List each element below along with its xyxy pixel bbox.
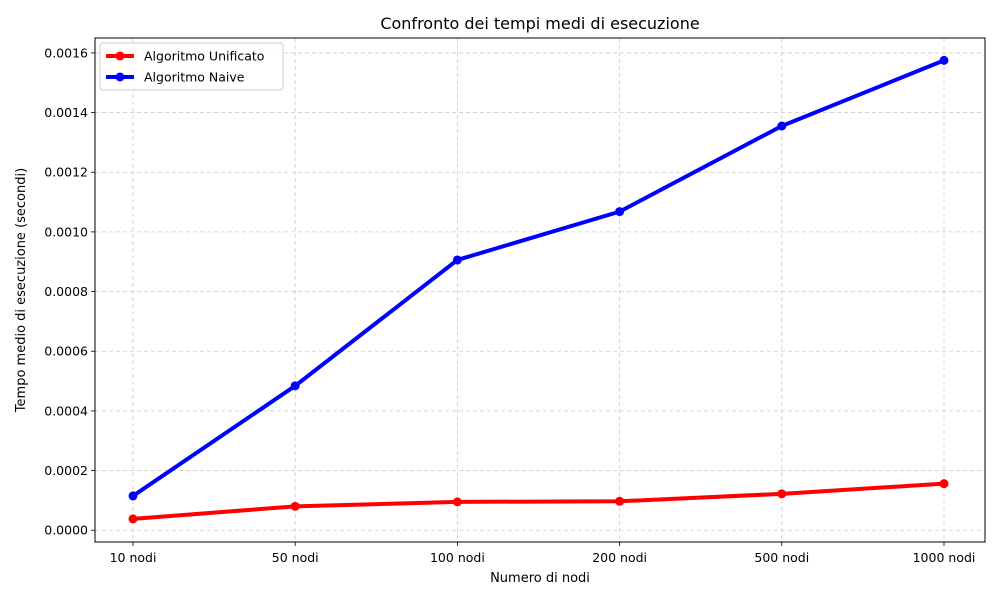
chart-title: Confronto dei tempi medi di esecuzione <box>380 14 699 33</box>
y-axis-ticks: 0.0000 0.0002 0.0004 0.0006 0.0008 0.0010 0.00… <box>44 45 95 538</box>
legend: Algoritmo Unificato Algoritmo Naive <box>99 42 284 91</box>
data-point <box>290 381 300 391</box>
x-tick-label: 10 nodi <box>110 550 157 565</box>
data-point <box>777 489 787 499</box>
series-line-2 <box>131 58 946 498</box>
y-tick-label: 0.0006 <box>44 344 88 359</box>
y-tick-label: 0.0010 <box>44 224 88 239</box>
y-tick-label: 0.0012 <box>44 165 88 180</box>
y-tick-label: 0.0014 <box>44 105 88 120</box>
plot-frame <box>94 37 986 543</box>
y-axis-label: Tempo medio di esecuzione (secondi) <box>14 168 29 413</box>
legend-label-1: Algoritmo Unificato <box>144 49 264 64</box>
legend-box <box>99 42 284 91</box>
data-point <box>777 121 787 131</box>
x-tick-label: 200 nodi <box>592 550 647 565</box>
series-lines <box>128 55 949 524</box>
y-tick-label: 0.0002 <box>44 463 88 478</box>
legend-marker-2 <box>115 72 125 82</box>
data-point <box>290 501 300 511</box>
x-axis-ticks: 10 nodi 50 nodi 100 nodi 200 nodi 500 nodi 10… <box>110 542 976 565</box>
data-point <box>128 491 138 501</box>
y-tick-label: 0.0008 <box>44 284 88 299</box>
legend-label-2: Algoritmo Naive <box>144 70 245 85</box>
series-line-1 <box>131 481 946 521</box>
x-tick-label: 1000 nodi <box>913 550 976 565</box>
y-tick-label: 0.0000 <box>44 523 88 538</box>
data-point <box>452 255 462 265</box>
data-point <box>615 207 625 217</box>
y-tick-label: 0.0004 <box>44 403 88 418</box>
x-tick-label: 50 nodi <box>272 550 319 565</box>
data-point <box>939 479 949 489</box>
x-axis-label: Numero di nodi <box>490 571 590 586</box>
data-point <box>939 55 949 65</box>
x-tick-label: 100 nodi <box>430 550 485 565</box>
data-point <box>615 496 625 506</box>
data-point <box>452 497 462 507</box>
grid <box>95 38 985 542</box>
x-tick-label: 500 nodi <box>754 550 809 565</box>
y-tick-label: 0.0016 <box>44 45 88 60</box>
data-point <box>128 514 138 524</box>
legend-marker-1 <box>115 51 125 61</box>
